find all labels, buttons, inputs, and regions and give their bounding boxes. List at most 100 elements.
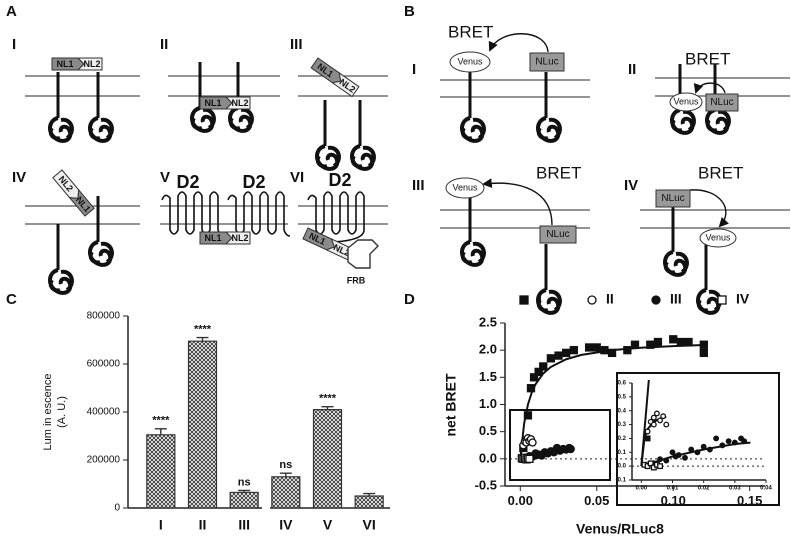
- panel-label: B: [404, 3, 415, 20]
- error-bar: [238, 489, 251, 493]
- significance-label: ns: [279, 459, 292, 471]
- panel-label: C: [6, 291, 17, 308]
- y-tick-label: 0.5: [479, 423, 497, 438]
- tag-label: NL2: [231, 233, 248, 243]
- significance-label: ****: [194, 324, 212, 336]
- y-tick-label: 0.3: [618, 422, 627, 428]
- y-tick-label: 2.5: [479, 314, 497, 329]
- x-tick-label: 0.02: [698, 485, 710, 491]
- x-tick-label: V: [323, 517, 333, 533]
- point: [546, 354, 556, 363]
- acceptor-label: Venus: [452, 182, 478, 192]
- point: [600, 346, 609, 355]
- y-tick-label: 200000: [87, 455, 121, 466]
- point: [699, 348, 708, 358]
- point: [554, 351, 563, 360]
- plot-area: [505, 335, 765, 464]
- significance-label: ****: [319, 393, 337, 405]
- legend-label: I: [538, 291, 542, 307]
- point: [592, 343, 601, 352]
- donor-label: NLuc: [661, 193, 684, 204]
- x-tick-label: 0.15: [737, 493, 762, 508]
- y-tick-label: 0.0: [618, 464, 627, 470]
- point: [644, 428, 651, 435]
- y-tick-label: 800000: [87, 311, 121, 322]
- legend-label: IV: [736, 291, 750, 307]
- y-tick-label: 0.1: [618, 450, 627, 456]
- tag-pair: NL2 NL1: [52, 169, 95, 217]
- acceptor-label: Venus: [705, 232, 731, 242]
- point: [653, 410, 660, 417]
- point: [566, 444, 575, 454]
- point: [584, 343, 594, 352]
- receptor-label: D2: [176, 172, 199, 192]
- point: [523, 411, 533, 420]
- numeral: VI: [290, 169, 304, 186]
- point: [562, 348, 571, 358]
- y-axis-label: Lum in escence: [42, 373, 54, 450]
- point: [706, 446, 713, 453]
- x-tick-label: I: [159, 517, 163, 533]
- y-tick-label: 0: [114, 503, 120, 514]
- point: [717, 201, 722, 206]
- point: [653, 337, 663, 347]
- panel-label: A: [6, 3, 17, 20]
- x-tick-label: 0.00: [636, 485, 648, 491]
- point: [657, 456, 663, 463]
- legend-marker: [717, 295, 727, 305]
- signal-label: BRET: [448, 22, 493, 41]
- point: [528, 438, 537, 447]
- point: [661, 284, 666, 289]
- point: [731, 439, 738, 446]
- zoom-box: [509, 409, 611, 481]
- bar: [271, 476, 301, 509]
- error-bar: [363, 492, 376, 496]
- legend-marker: [651, 295, 661, 305]
- x-tick-label: 0.04: [760, 485, 772, 491]
- point: [607, 348, 617, 358]
- y-tick-label: 400000: [87, 407, 121, 418]
- point: [650, 421, 657, 428]
- point: [525, 454, 534, 463]
- numeral: II: [160, 36, 168, 53]
- bar: [229, 491, 259, 509]
- point: [700, 443, 707, 450]
- point: [779, 180, 784, 185]
- point: [699, 340, 708, 349]
- numeral: I: [412, 61, 416, 78]
- error-bar: [321, 406, 334, 410]
- tag-pair: NL1 NL2: [199, 231, 251, 245]
- y-tick-label: 0.6: [618, 381, 627, 387]
- x-tick-label: 0.03: [729, 485, 741, 491]
- y-tick-label: 600000: [87, 359, 121, 370]
- y-tick-label: 0.0: [479, 450, 497, 465]
- point: [526, 384, 536, 393]
- x-tick-label: 0.10: [661, 493, 686, 508]
- numeral: V: [160, 169, 170, 186]
- donor-label: NLuc: [535, 57, 558, 68]
- point: [684, 337, 693, 347]
- partner-label: FRB: [347, 275, 366, 285]
- point: [675, 452, 682, 459]
- point: [669, 335, 678, 344]
- donor-label: NLuc: [546, 229, 569, 240]
- y-tick-label: 0.4: [618, 408, 627, 414]
- panel-a: A I NL1 NL2 II NL1 NL2 III NL1 NL2 IV NL…: [6, 3, 388, 295]
- numeral: IV: [624, 177, 638, 194]
- signal-label: BRET: [685, 49, 730, 68]
- bar: [354, 495, 384, 509]
- legend-label: II: [606, 291, 614, 307]
- y-tick-label: 0.2: [618, 436, 627, 442]
- numeral: III: [290, 36, 303, 53]
- signal-label: BRET: [698, 163, 743, 182]
- x-tick-label: 0.01: [667, 485, 679, 491]
- plot-area: [632, 180, 784, 471]
- tag-pair: NL1 NL2: [51, 57, 103, 71]
- point: [719, 442, 726, 449]
- point: [529, 373, 539, 382]
- acceptor-label: Venus: [673, 96, 699, 106]
- point: [694, 449, 701, 456]
- legend-label: III: [670, 291, 682, 307]
- tag-pair: NL1 NL2: [310, 57, 360, 98]
